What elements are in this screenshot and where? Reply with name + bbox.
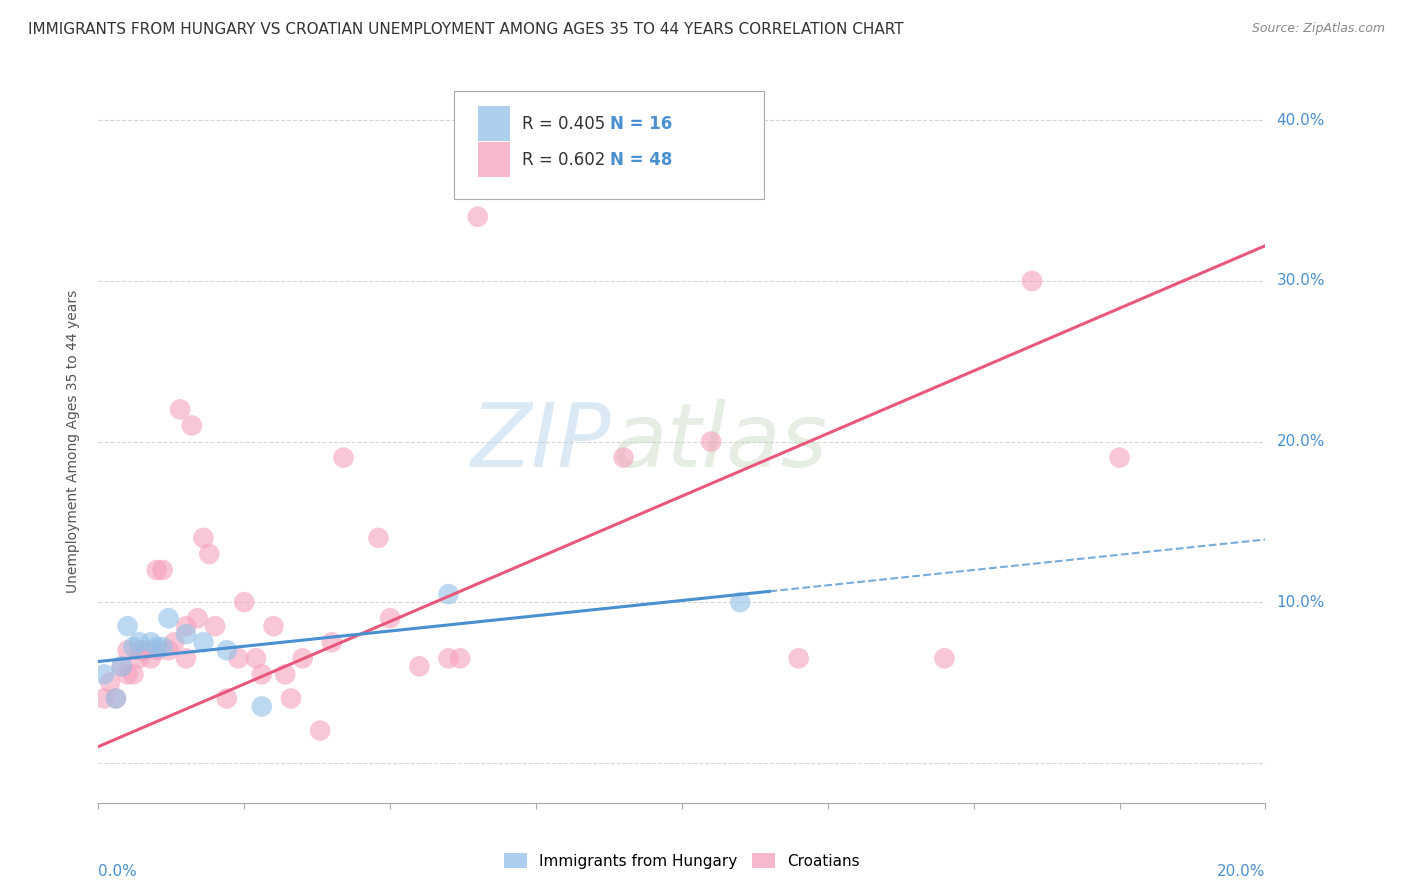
Point [146,640,169,654]
Point [117,643,139,657]
Point [437,651,460,665]
Point [730,595,752,609]
Point [700,434,723,449]
Point [274,667,297,681]
Point [193,531,215,545]
Point [169,402,191,417]
Point [146,563,169,577]
Text: 20.0%: 20.0% [1218,863,1265,879]
Point [104,691,127,706]
Point [787,651,810,665]
Text: 40.0%: 40.0% [1277,113,1324,128]
Point [198,547,221,561]
Bar [478,143,510,178]
Point [449,651,471,665]
Point [117,619,139,633]
Point [309,723,332,738]
Point [380,611,402,625]
Text: 30.0%: 30.0% [1277,274,1324,288]
Point [139,635,162,649]
Point [128,651,150,665]
Y-axis label: Unemployment Among Ages 35 to 44 years: Unemployment Among Ages 35 to 44 years [66,290,80,593]
Point [122,640,145,654]
Text: ZIP: ZIP [471,399,612,484]
Point [437,587,460,601]
Point [250,699,273,714]
Point [134,643,156,657]
Point [408,659,430,673]
Point [291,651,314,665]
Point [262,619,284,633]
Point [174,619,197,633]
Legend: Immigrants from Hungary, Croatians: Immigrants from Hungary, Croatians [498,847,866,875]
Point [321,635,343,649]
Point [187,611,209,625]
Point [157,643,180,657]
Point [367,531,389,545]
Text: Source: ZipAtlas.com: Source: ZipAtlas.com [1251,22,1385,36]
Text: IMMIGRANTS FROM HUNGARY VS CROATIAN UNEMPLOYMENT AMONG AGES 35 TO 44 YEARS CORRE: IMMIGRANTS FROM HUNGARY VS CROATIAN UNEM… [28,22,904,37]
Point [111,659,134,673]
Point [612,450,634,465]
Point [1108,450,1130,465]
Point [111,659,134,673]
Point [98,675,121,690]
Point [93,691,115,706]
Point [934,651,956,665]
Point [215,691,238,706]
Text: atlas: atlas [612,399,827,484]
Point [228,651,250,665]
Point [152,640,174,654]
Point [174,627,197,641]
Text: 0.0%: 0.0% [98,863,138,879]
Point [280,691,302,706]
Point [180,418,202,433]
Point [467,210,489,224]
Point [93,667,115,681]
Point [128,643,150,657]
Point [204,619,226,633]
Point [193,635,215,649]
Text: 10.0%: 10.0% [1277,595,1324,609]
Point [174,651,197,665]
Point [122,667,145,681]
Point [215,643,238,657]
Text: N = 16: N = 16 [610,115,672,133]
Text: N = 48: N = 48 [610,151,672,169]
Point [233,595,256,609]
Point [163,635,186,649]
Text: R = 0.602: R = 0.602 [522,151,621,169]
Point [245,651,267,665]
Point [146,643,169,657]
Bar [478,106,510,141]
Point [250,667,273,681]
Point [139,651,162,665]
Point [157,611,180,625]
Point [104,691,127,706]
Point [1021,274,1043,288]
Point [332,450,354,465]
FancyBboxPatch shape [454,91,763,200]
Text: R = 0.405: R = 0.405 [522,115,621,133]
Point [117,667,139,681]
Point [128,635,150,649]
Point [152,563,174,577]
Text: 20.0%: 20.0% [1277,434,1324,449]
